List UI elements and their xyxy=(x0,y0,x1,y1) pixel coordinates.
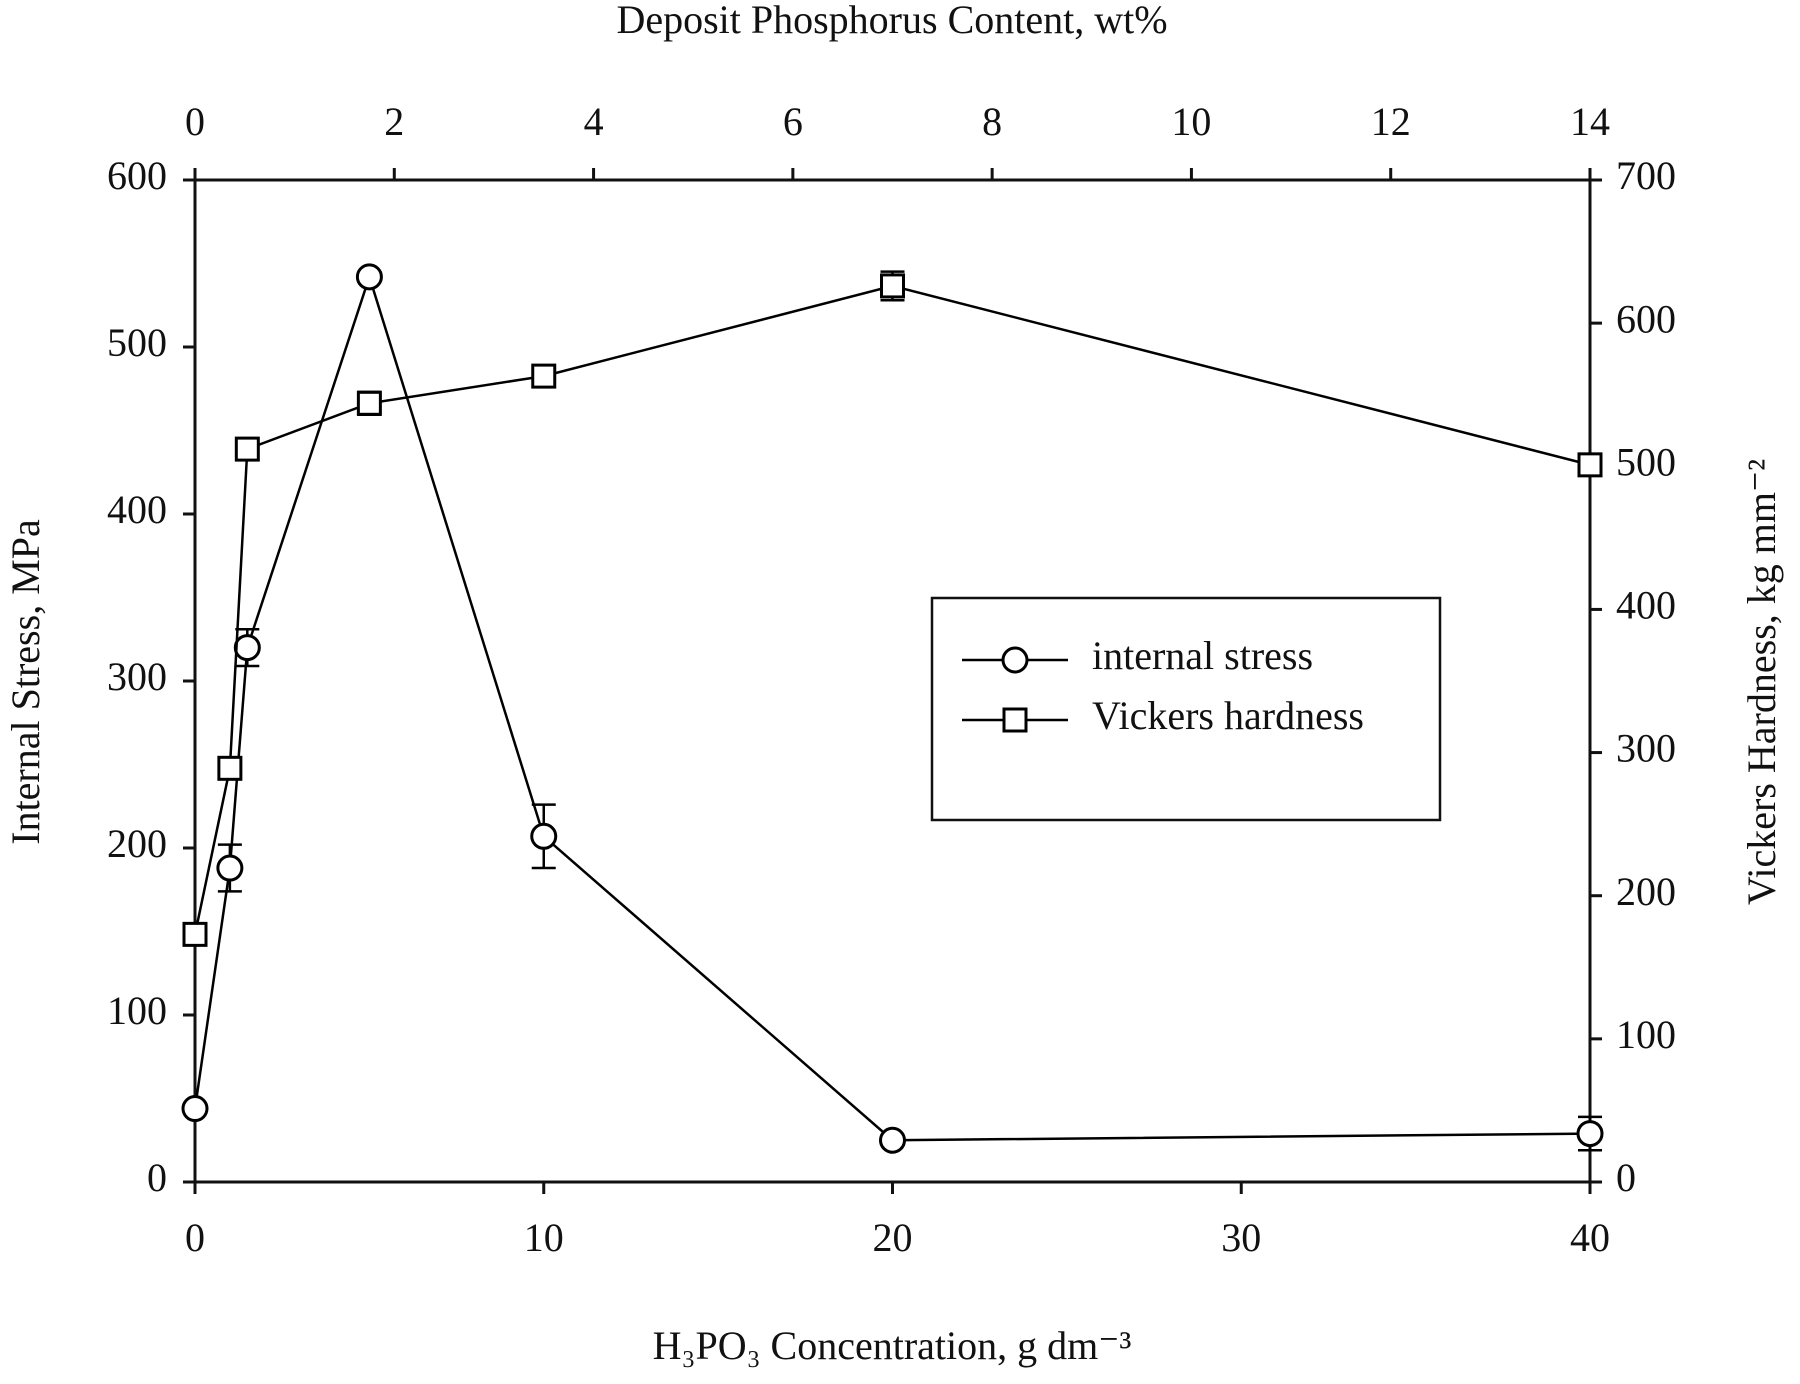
x2-tick-label: 2 xyxy=(384,99,404,144)
y-tick-label: 100 xyxy=(107,988,167,1033)
marker xyxy=(1576,1120,1604,1148)
marker xyxy=(356,390,382,416)
marker xyxy=(182,921,208,947)
x2-tick-label: 6 xyxy=(783,99,803,144)
y2-axis-title: Vickers Hardness, kg mm⁻² xyxy=(1739,459,1784,905)
x2-tick-label: 0 xyxy=(185,99,205,144)
y2-tick-label: 700 xyxy=(1616,153,1676,198)
x2-tick-label: 8 xyxy=(982,99,1002,144)
y2-tick-label: 200 xyxy=(1616,869,1676,914)
marker xyxy=(880,273,905,299)
x-tick-label: 40 xyxy=(1570,1215,1610,1260)
y-tick-label: 0 xyxy=(147,1155,167,1200)
legend-marker xyxy=(1001,646,1029,674)
legend-label: internal stress xyxy=(1092,633,1313,678)
y2-tick-label: 400 xyxy=(1616,583,1676,628)
y2-tick-label: 500 xyxy=(1616,439,1676,484)
marker xyxy=(216,854,244,882)
x2-tick-label: 10 xyxy=(1171,99,1211,144)
y2-tick-label: 300 xyxy=(1616,726,1676,771)
x2-tick-label: 14 xyxy=(1570,99,1610,144)
x2-tick-label: 4 xyxy=(584,99,604,144)
x-tick-label: 0 xyxy=(185,1215,205,1260)
top-axis-title: Deposit Phosphorus Content, wt% xyxy=(616,0,1167,42)
y-tick-label: 300 xyxy=(107,654,167,699)
marker xyxy=(1577,452,1603,478)
marker xyxy=(355,263,383,291)
x-tick-label: 20 xyxy=(873,1215,913,1260)
legend-marker xyxy=(1002,707,1028,733)
y-tick-label: 200 xyxy=(107,821,167,866)
marker xyxy=(233,634,261,662)
x-axis-title: H₃PO₃ Concentration, g dm⁻³ xyxy=(653,1323,1132,1368)
y-tick-label: 600 xyxy=(107,153,167,198)
legend-label: Vickers hardness xyxy=(1092,693,1364,738)
marker xyxy=(234,436,260,462)
y2-tick-label: 0 xyxy=(1616,1155,1636,1200)
marker xyxy=(181,1095,209,1123)
y2-tick-label: 100 xyxy=(1616,1012,1676,1057)
y2-tick-label: 600 xyxy=(1616,296,1676,341)
marker xyxy=(879,1126,906,1154)
marker xyxy=(217,755,243,781)
x2-tick-label: 12 xyxy=(1371,99,1411,144)
marker xyxy=(530,822,558,850)
x-tick-label: 10 xyxy=(524,1215,564,1260)
y-axis-title: Internal Stress, MPa xyxy=(3,519,48,845)
y-tick-label: 400 xyxy=(107,487,167,532)
x-tick-label: 30 xyxy=(1221,1215,1261,1260)
marker xyxy=(531,363,557,389)
y-tick-label: 500 xyxy=(107,320,167,365)
